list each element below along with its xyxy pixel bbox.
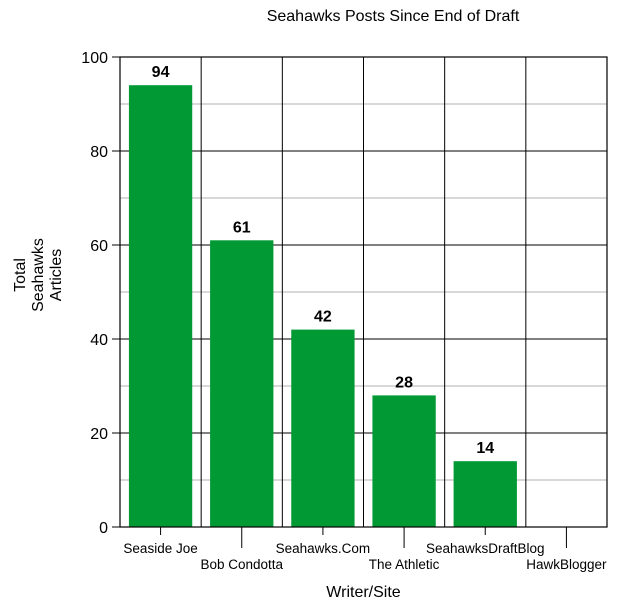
y-tick-label: 80: [90, 144, 108, 161]
y-axis-label-line-2: Seahawks: [30, 238, 47, 312]
x-tick-label: SeahawksDraftBlog: [426, 541, 545, 556]
x-tick-label: Bob Condotta: [200, 557, 283, 572]
data-label: 28: [395, 374, 413, 391]
plot-frame: [119, 56, 608, 528]
y-axis-label: Total Seahawks Articles: [4, 175, 74, 375]
bar: [453, 461, 517, 527]
x-tick-label: Seaside Joe: [123, 541, 197, 556]
y-axis-label-line-3: Articles: [48, 248, 65, 302]
bar: [128, 85, 193, 527]
chart-title: Seahawks Posts Since End of Draft: [266, 8, 520, 25]
data-label: 14: [476, 440, 494, 457]
x-tick-label: The Athletic: [369, 557, 440, 572]
data-label: 42: [314, 309, 332, 326]
y-tick-label: 0: [99, 520, 108, 537]
x-tick-label: HawkBlogger: [526, 557, 607, 572]
data-label: 61: [233, 219, 251, 236]
bar: [291, 329, 355, 527]
bar: [210, 240, 274, 528]
y-tick-label: 20: [90, 426, 108, 443]
y-tick-label: 100: [81, 50, 108, 67]
y-tick-label: 40: [90, 332, 108, 349]
x-tick-label: Seahawks.Com: [276, 541, 371, 556]
bar: [372, 395, 436, 527]
x-axis-label: Writer/Site: [326, 584, 401, 601]
y-tick-label: 60: [90, 238, 108, 255]
data-label: 94: [152, 64, 170, 81]
y-axis-label-line-1: Total: [12, 258, 29, 292]
